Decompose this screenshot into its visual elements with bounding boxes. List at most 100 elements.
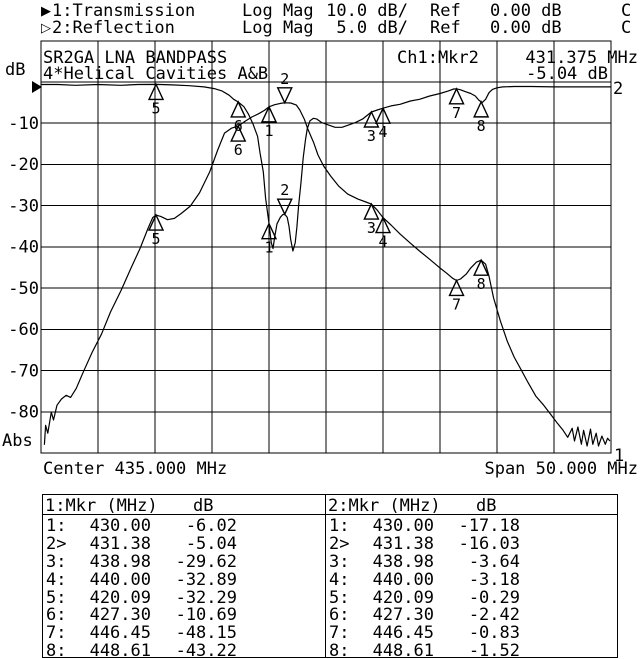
marker-number-label: 6: [234, 141, 243, 159]
marker-triangle-icon: [147, 213, 165, 231]
marker-readout-channel: Ch1:Mkr2: [397, 48, 479, 68]
channel-status-line-1: ▶ 1:Transmission Log Mag 10.0 dB/ Ref 0.…: [0, 3, 640, 21]
marker-number-label: 5: [152, 99, 161, 117]
table-row: 7: 446.45 -48.15: [43, 622, 325, 644]
y-axis-tick-labels: -10 -20 -30 -40 -50 -60 -70 -80: [8, 114, 39, 423]
trace1-ref-value: 0.00 dB: [490, 1, 562, 21]
marker-table-header: 2:Mkr (MHz) dB: [326, 495, 617, 516]
y-axis-tick-label: -70: [8, 361, 39, 381]
table-row: 7: 446.45 -0.83: [326, 622, 617, 644]
table-row: 4: 440.00 -3.18: [326, 569, 617, 590]
marker-triangle-icon: [374, 215, 392, 234]
marker-number: 8:: [329, 641, 350, 658]
marker-level: -0.29: [468, 587, 520, 608]
marker-frequency: 427.30: [372, 605, 434, 626]
marker-7-reflection[interactable]: 7: [448, 87, 465, 122]
y-axis-tick-label: -20: [8, 155, 39, 175]
table-row: 2> 431.38 -5.04: [43, 533, 325, 554]
marker-8-reflection[interactable]: 8: [473, 100, 490, 135]
marker-number: 6:: [329, 605, 350, 626]
inactive-trace-indicator-icon: ▷: [41, 21, 51, 36]
table-row: 1: 430.00 -6.02: [43, 515, 325, 536]
marker-triangle-icon: [363, 110, 380, 128]
marker-frequency: 430.00: [372, 516, 434, 536]
active-marker-2-transmission[interactable]: 2: [276, 70, 293, 105]
marker-6-transmission[interactable]: 6: [230, 124, 247, 159]
marker-number-label: 4: [378, 233, 387, 251]
marker-level: -3.64: [468, 551, 520, 572]
active-marker-2-reflection[interactable]: 2: [276, 181, 293, 216]
marker-readout-value: -5.04 dB: [526, 64, 608, 84]
marker-frequency: 448.61: [372, 641, 434, 658]
marker-level: -48.15: [175, 623, 237, 644]
marker-number: 2>: [46, 533, 67, 554]
marker-triangle-icon: [147, 82, 165, 101]
marker-triangle-icon: [473, 258, 490, 276]
marker-triangle-icon: [260, 221, 278, 240]
marker-table-rows: 1: 430.00 -17.18 2> 431.38 -16.03 3: 438.98 -3.6…: [326, 515, 617, 658]
marker-number-label: 4: [378, 123, 387, 141]
marker-number: 4:: [329, 569, 350, 590]
marker-level: -32.89: [175, 569, 237, 590]
marker-table-unit: dB: [193, 496, 214, 516]
marker-triangle-icon: [230, 100, 247, 118]
table-row: 8: 448.61 -43.22: [43, 640, 325, 658]
marker-triangle-icon: [448, 278, 465, 297]
marker-8-transmission[interactable]: 8: [473, 258, 490, 293]
marker-frequency: 427.30: [89, 605, 151, 626]
marker-triangle-icon: [260, 105, 278, 123]
marker-3-reflection[interactable]: 3: [363, 110, 380, 145]
marker-6-reflection[interactable]: 6: [230, 100, 247, 135]
table-row: 1: 430.00 -17.18: [326, 515, 617, 536]
trace1-curve-label: 1: [614, 446, 624, 466]
marker-table-title: 2:Mkr (MHz): [328, 496, 441, 516]
marker-frequency: 440.00: [372, 569, 434, 590]
table-row: 5: 420.09 -32.29: [43, 587, 325, 608]
marker-5-reflection[interactable]: 5: [147, 82, 165, 117]
marker-number: 5:: [329, 587, 350, 608]
marker-level: -16.03: [458, 533, 520, 554]
marker-table-unit: dB: [476, 496, 497, 516]
marker-level: -17.18: [458, 516, 520, 536]
marker-frequency: 430.00: [89, 516, 151, 536]
y-axis-tick-label: -10: [8, 114, 39, 134]
marker-number: 1:: [329, 516, 350, 536]
table-row: 6: 427.30 -2.42: [326, 604, 617, 626]
marker-number-label: 7: [452, 295, 461, 313]
marker-level: -43.22: [175, 641, 237, 658]
y-axis-tick-label: -60: [8, 320, 39, 340]
marker-number: 2>: [329, 533, 350, 554]
marker-7-transmission[interactable]: 7: [448, 278, 465, 313]
marker-frequency: 448.61: [89, 641, 151, 658]
marker-table-rows: 1: 430.00 -6.02 2> 431.38 -5.04 3: 438.98 -29.62…: [43, 515, 325, 658]
y-axis-bottom-label: Abs: [2, 431, 33, 451]
marker-1-reflection[interactable]: 1: [260, 221, 278, 257]
y-axis-tick-label: -50: [8, 279, 39, 299]
marker-readout-frequency: 431.375 MHz: [525, 48, 638, 68]
marker-table-trace2: 2:Mkr (MHz) dB 1: 430.00 -17.18 2> 431.38 -16…: [325, 494, 618, 658]
marker-frequency: 440.00: [89, 569, 151, 590]
marker-1-transmission[interactable]: 1: [260, 105, 278, 140]
marker-triangle-icon: [276, 198, 293, 216]
marker-4-transmission[interactable]: 4: [374, 215, 392, 251]
marker-frequency: 446.45: [372, 623, 434, 644]
y-axis-tick-label: -40: [8, 238, 39, 258]
marker-triangle-icon: [230, 124, 247, 142]
trace2-format: Log Mag: [242, 18, 314, 38]
y-axis-tick-label: -80: [8, 403, 39, 423]
reference-level-marker-icon: [32, 81, 42, 93]
trace2-ref-label: Ref: [430, 18, 461, 38]
marker-number: 7:: [46, 623, 67, 644]
y-axis-unit-label: dB: [5, 60, 25, 80]
marker-table-trace1: 1:Mkr (MHz) dB 1: 430.00 -6.02 2> 431.38 -5.0…: [42, 494, 326, 658]
trace1-scale: 10.0 dB/: [326, 1, 408, 21]
marker-number: 8:: [46, 641, 67, 658]
marker-triangle-icon: [374, 106, 392, 124]
trace2-ref-value: 0.00 dB: [490, 18, 562, 38]
active-trace-indicator-icon: ▶: [41, 4, 51, 19]
marker-4-reflection[interactable]: 4: [374, 106, 392, 141]
marker-frequency: 431.38: [89, 533, 151, 554]
marker-5-transmission[interactable]: 5: [147, 213, 165, 248]
marker-3-transmission[interactable]: 3: [363, 202, 380, 237]
